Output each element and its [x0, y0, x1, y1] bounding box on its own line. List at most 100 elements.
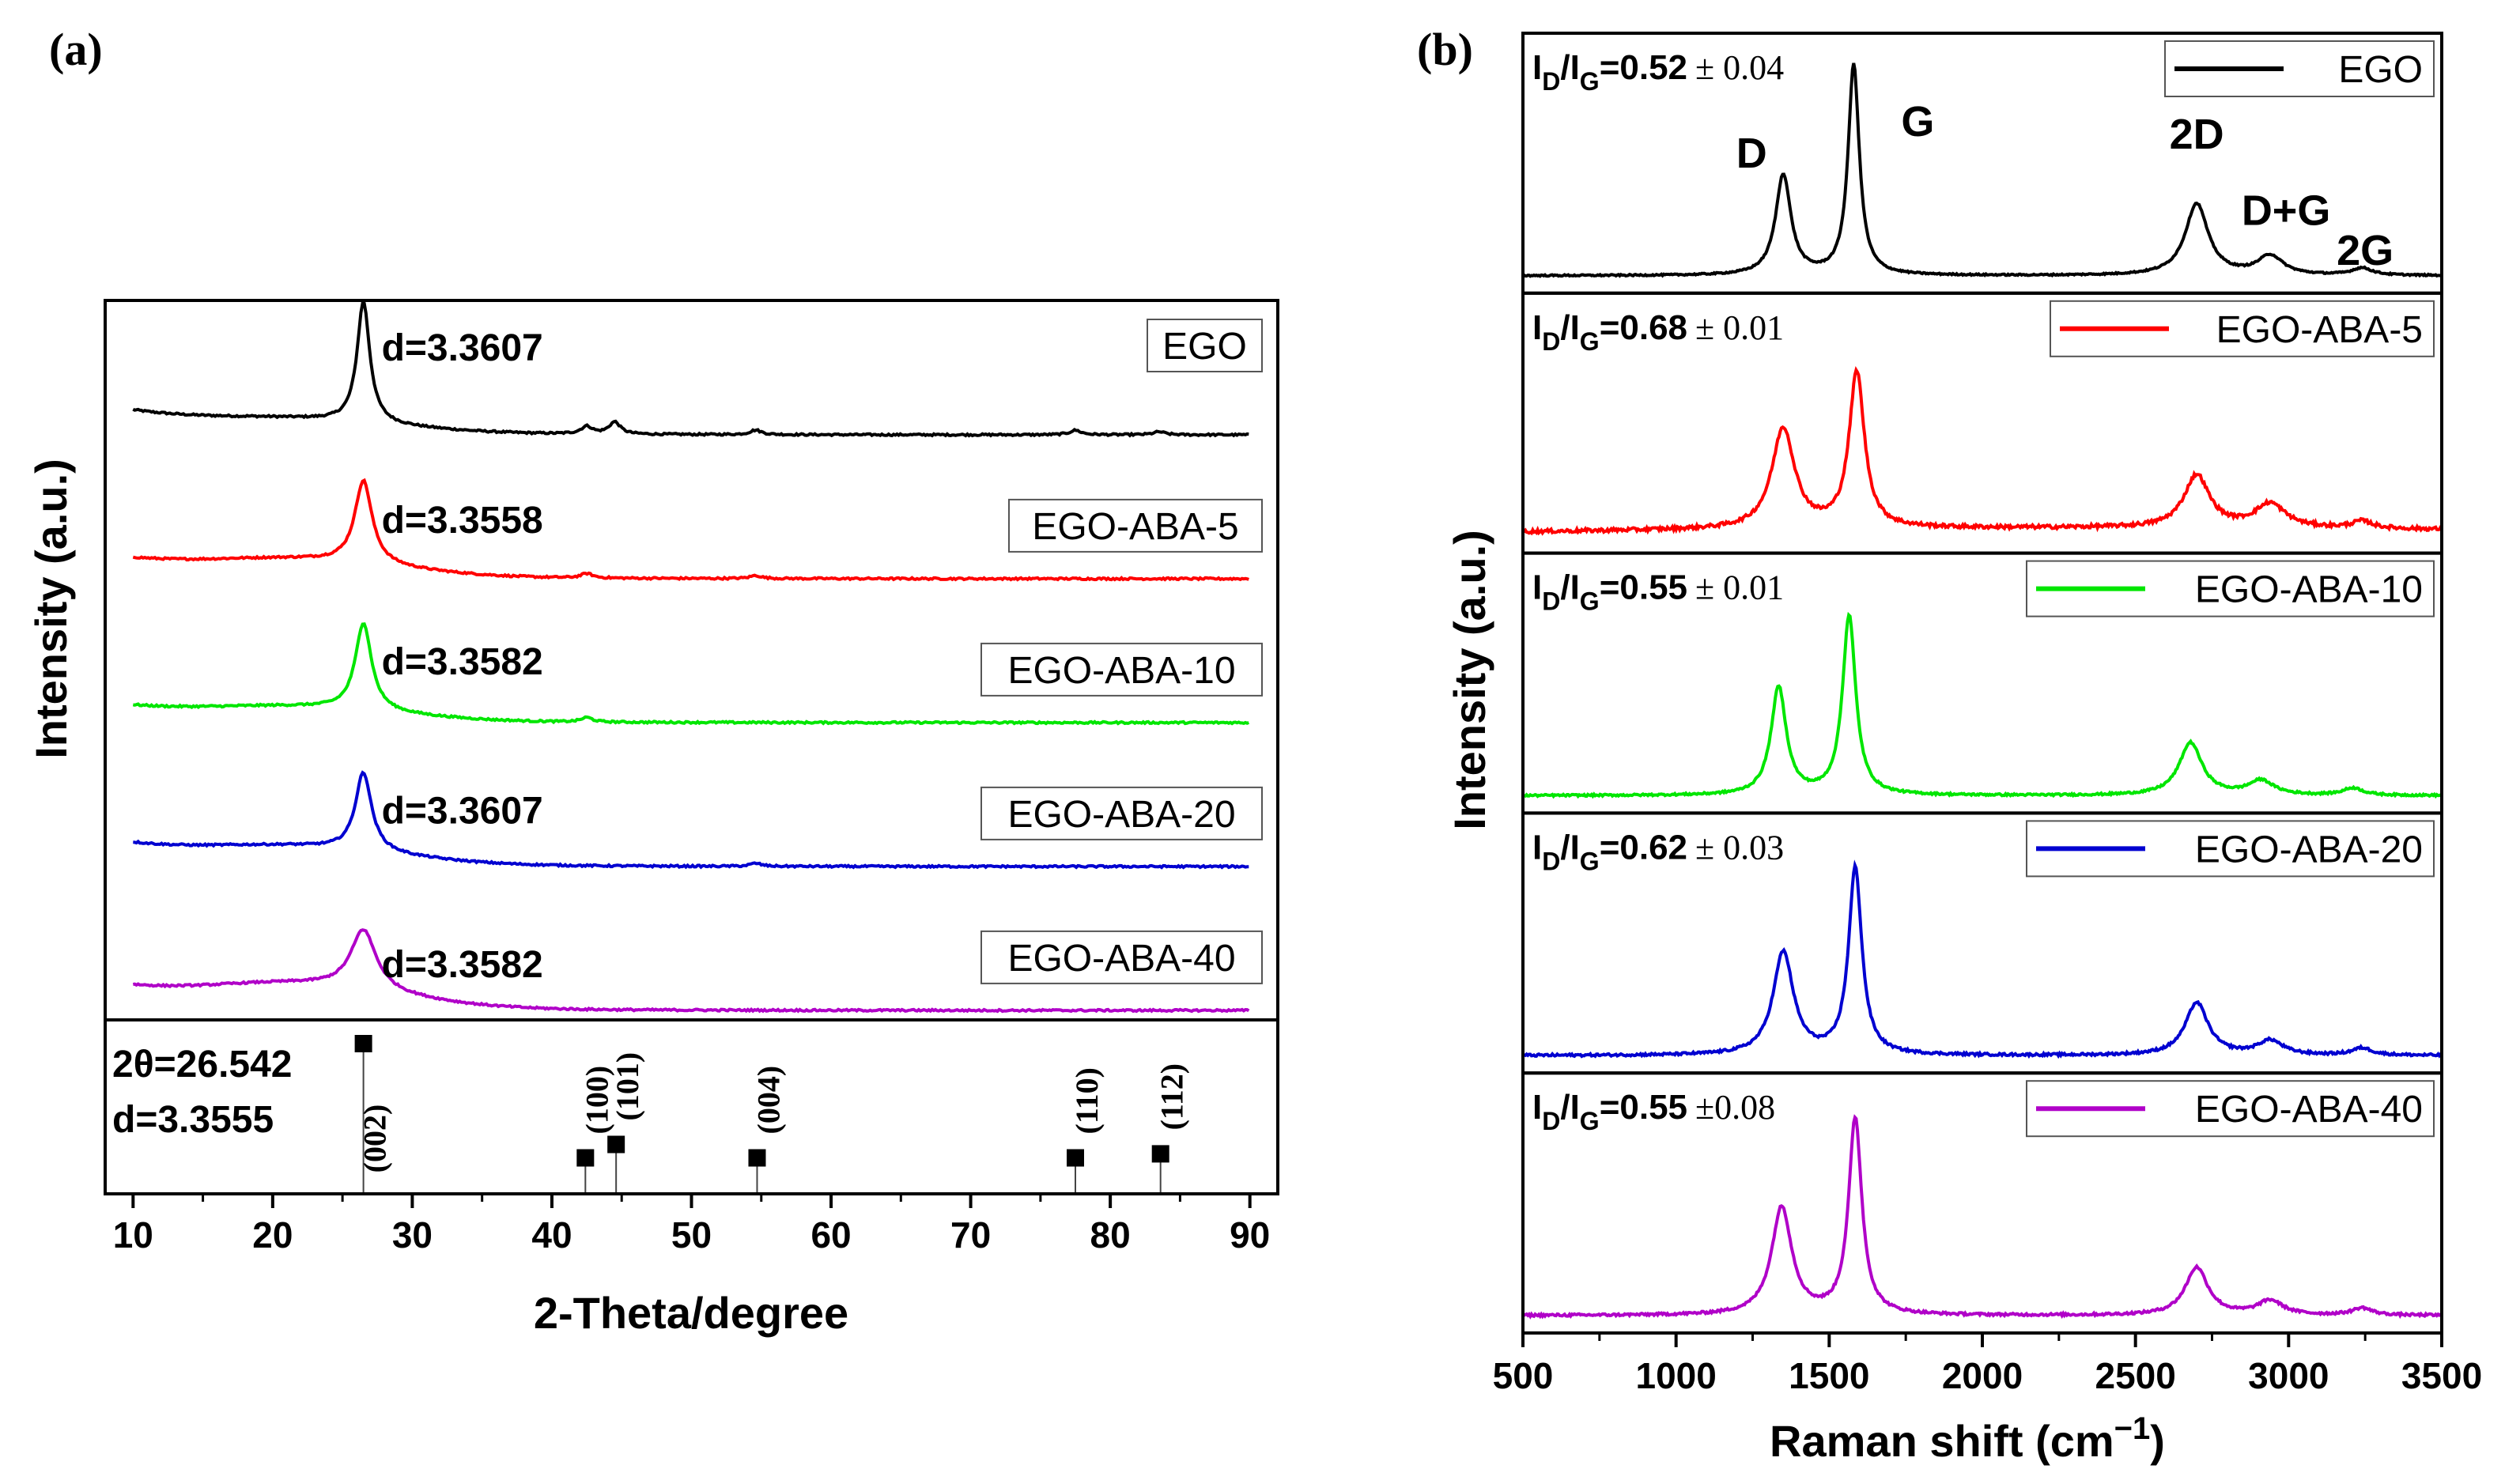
panel-b-x-axis-title-main: Raman shift (cm: [1770, 1416, 2114, 1466]
reference-hkl-label: (100): [579, 1066, 614, 1135]
raman-ratio-part: I: [1532, 308, 1542, 347]
raman-legend-label: EGO-ABA-5: [2216, 309, 2423, 351]
raman-ratio-label: ID/IG=0.62 ± 0.03: [1532, 828, 1784, 875]
panel-b-raman: (b) Intensity (a.u.) Raman shift (cm−1) …: [1417, 24, 2482, 1466]
raman-series-ego-aba-10: ID/IG=0.55 ± 0.01 EGO-ABA-10: [1522, 560, 2443, 799]
reference-marker: [354, 1035, 372, 1052]
panel-a-tick-label: 50: [671, 1214, 712, 1256]
panel-b-tick-label: 1000: [1635, 1355, 1716, 1396]
reference-marker: [576, 1149, 595, 1167]
raman-ratio-part: D: [1542, 327, 1560, 356]
raman-ratio-label: ID/IG=0.55 ± 0.01: [1532, 568, 1784, 616]
panel-a-series-layer: d=3.3607 EGO d=3.3558 EGO-ABA-5 d=3.3582 EGO-…: [132, 301, 1263, 1014]
raman-ratio-part: I: [1532, 828, 1542, 867]
raman-ratio-part: D: [1542, 1107, 1560, 1135]
raman-peak-label: D+G: [2242, 187, 2331, 235]
raman-ratio-part: G: [1580, 327, 1600, 356]
panel-b-tick-label: 3000: [2248, 1355, 2329, 1396]
reference-marker: [1067, 1149, 1085, 1167]
raman-ratio-part: ± 0.01: [1695, 568, 1784, 607]
xrd-series-ego-aba-5: d=3.3558 EGO-ABA-5: [132, 478, 1263, 582]
raman-peak-label: 2G: [2337, 227, 2394, 274]
raman-peak-label: D: [1736, 130, 1767, 177]
xrd-line-ego: [132, 301, 1249, 438]
xrd-legend-label: EGO-ABA-5: [1032, 506, 1238, 548]
panel-a-reference-pattern: 2θ=26.542 d=3.3555 (002) (100)(101) (004) (…: [112, 1035, 1190, 1194]
raman-ratio-part: ±0.08: [1695, 1088, 1775, 1127]
raman-ratio-label: ID/IG=0.52 ± 0.04: [1532, 48, 1784, 96]
reference-hkl-label: (112): [1154, 1063, 1190, 1130]
raman-ratio-part: =0.62: [1600, 828, 1687, 867]
xrd-d-label: d=3.3582: [382, 641, 543, 683]
reference-marker: [1151, 1145, 1169, 1163]
raman-ratio-part: G: [1580, 67, 1600, 96]
panel-a-tick-label: 90: [1230, 1214, 1270, 1256]
reference-d-text: d=3.3555: [112, 1099, 274, 1141]
panel-b-tick-label: 2500: [2095, 1355, 2175, 1396]
raman-line-ego-aba-10: [1522, 611, 2443, 799]
xrd-line-ego-aba-5: [132, 478, 1249, 582]
xrd-legend-label: EGO-ABA-10: [1007, 650, 1235, 692]
xrd-legend-label: EGO: [1162, 326, 1247, 368]
raman-ratio-part: /I: [1560, 828, 1579, 867]
raman-ratio-part: =0.68: [1600, 308, 1687, 347]
xrd-d-label: d=3.3607: [382, 790, 543, 832]
panel-b-tick-label: 500: [1493, 1355, 1554, 1396]
panel-a-axes: 10 20 30 40 50 60 70 80 90: [104, 299, 1279, 1256]
reference-hkl-label: (004): [750, 1066, 786, 1135]
xrd-legend-label: EGO-ABA-20: [1007, 794, 1235, 836]
raman-ratio-part: /I: [1560, 308, 1579, 347]
reference-marker: [748, 1149, 766, 1167]
raman-ratio-part: I: [1532, 568, 1542, 607]
raman-line-ego-aba-20: [1521, 859, 2443, 1059]
xrd-line-ego-aba-20: [133, 770, 1249, 870]
raman-series-ego-aba-5: ID/IG=0.68 ± 0.01 EGO-ABA-5: [1523, 300, 2443, 536]
xrd-d-label: d=3.3582: [382, 944, 543, 986]
panel-a-tick-label: 80: [1090, 1214, 1131, 1256]
raman-series-ego-aba-20: ID/IG=0.62 ± 0.03 EGO-ABA-20: [1521, 820, 2443, 1059]
raman-ratio-part: D: [1542, 847, 1560, 875]
raman-ratio-part: ± 0.03: [1695, 828, 1784, 867]
reference-hkl-label: (002): [357, 1105, 393, 1173]
reference-hkl-label: (110): [1069, 1067, 1105, 1134]
panel-b-y-axis-title: Intensity (a.u.): [1445, 530, 1494, 830]
panel-b-tick-label: 3500: [2401, 1355, 2482, 1396]
panel-a-tick-label: 40: [531, 1214, 572, 1256]
panel-a-tick-label: 70: [950, 1214, 991, 1256]
raman-legend-label: EGO-ABA-40: [2195, 1089, 2423, 1131]
raman-ratio-part: =0.52: [1600, 48, 1687, 87]
panel-b-x-axis-title-close: ): [2150, 1416, 2165, 1466]
raman-ratio-part: I: [1532, 1088, 1542, 1127]
raman-ratio-part: G: [1580, 847, 1600, 875]
raman-ratio-part: /I: [1560, 1088, 1579, 1127]
raman-ratio-part: D: [1542, 587, 1560, 616]
raman-peak-label: 2D: [2170, 111, 2224, 158]
raman-legend-label: EGO-ABA-10: [2195, 569, 2423, 611]
raman-series-ego: ID/IG=0.52 ± 0.04 EGO: [1521, 40, 2443, 278]
panel-b-x-axis-title-superscript: −1: [2114, 1411, 2151, 1446]
panel-a-tick-label: 20: [252, 1214, 293, 1256]
panel-a-tick-label: 30: [392, 1214, 433, 1256]
xrd-series-ego-aba-20: d=3.3607 EGO-ABA-20: [133, 770, 1263, 870]
raman-ratio-part: G: [1580, 587, 1600, 616]
xrd-legend-box: [980, 930, 1263, 984]
raman-peak-label: G: [1901, 98, 1934, 145]
panel-b-tick-label: 2000: [1942, 1355, 2023, 1396]
xrd-line-ego-aba-40: [133, 928, 1250, 1014]
panel-a-tick-label: 10: [113, 1214, 153, 1256]
panel-b-axes: 500 1000 1500 2000 2500 3000 3500: [1493, 32, 2482, 1396]
reference-hkl-label: (101): [610, 1052, 645, 1121]
panel-a-x-axis-title: 2-Theta/degree: [534, 1288, 848, 1338]
raman-ratio-label: ID/IG=0.68 ± 0.01: [1532, 308, 1784, 356]
raman-legend-label: EGO-ABA-20: [2195, 829, 2423, 870]
panel-b-label: (b): [1417, 24, 1473, 75]
xrd-legend-label: EGO-ABA-40: [1007, 938, 1235, 980]
xrd-line-ego-aba-10: [132, 622, 1250, 726]
raman-series-ego-aba-40: ID/IG=0.55 ±0.08 EGO-ABA-40: [1522, 1080, 2443, 1320]
raman-line-ego: [1521, 62, 2443, 278]
raman-ratio-part: /I: [1560, 48, 1579, 87]
raman-ratio-part: ± 0.01: [1695, 308, 1784, 347]
xrd-legend-box: [980, 642, 1263, 697]
raman-ratio-part: G: [1580, 1107, 1600, 1135]
